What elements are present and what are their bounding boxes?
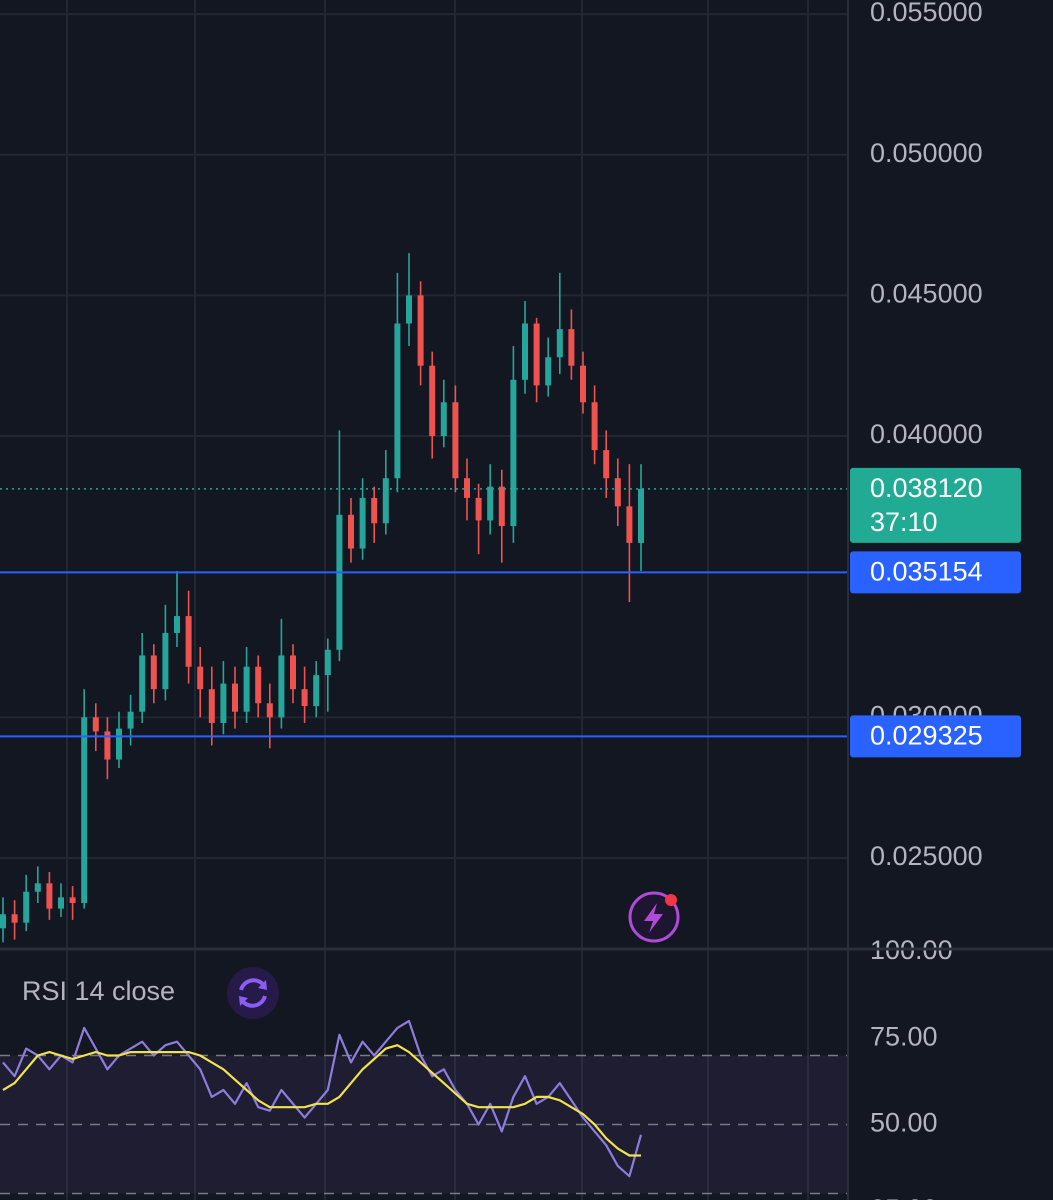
candle-body xyxy=(498,486,505,527)
price-label-box xyxy=(850,551,1021,594)
candle-body xyxy=(174,616,180,633)
icon-bolt xyxy=(644,903,663,933)
candle-body xyxy=(429,365,436,437)
y-tick-label: 75.00 xyxy=(870,1021,938,1051)
x-grid xyxy=(66,0,809,1200)
icon-dot xyxy=(665,894,677,906)
candle-body xyxy=(139,655,146,712)
y-tick-label: 0.040000 xyxy=(870,419,983,449)
y-tick-label: 0.050000 xyxy=(870,138,983,168)
candle-body xyxy=(556,329,563,358)
candle-body xyxy=(591,402,598,451)
price-label-box xyxy=(850,715,1021,758)
candle-body xyxy=(278,655,285,718)
candle-body xyxy=(394,323,401,479)
candle-body xyxy=(243,666,250,712)
candle-body xyxy=(104,731,111,760)
candle-body xyxy=(406,295,412,324)
candle-body xyxy=(545,357,552,386)
candle-body xyxy=(359,497,366,549)
candle-body xyxy=(464,478,470,498)
candle-body xyxy=(69,897,76,903)
icon-circle xyxy=(227,967,279,1019)
candle-body xyxy=(638,488,644,543)
candle-body xyxy=(208,689,215,723)
candle-body xyxy=(92,717,99,732)
candle-body xyxy=(162,632,169,690)
candle-body xyxy=(603,450,610,479)
y-tick-label: 0.055000 xyxy=(870,0,983,27)
candle-body xyxy=(382,478,389,524)
y-tick-label: 25.00 xyxy=(870,1194,938,1200)
price-label: 0.035154 xyxy=(870,556,983,586)
candle-body xyxy=(452,402,459,479)
candle-body xyxy=(197,666,204,690)
last-price-label: 0.038120 xyxy=(870,473,983,503)
candle-body xyxy=(371,497,378,524)
rsi-line xyxy=(2,1044,641,1157)
candle-body xyxy=(301,689,308,707)
candle-body xyxy=(266,703,273,718)
candle-body xyxy=(290,655,296,690)
candle-body xyxy=(324,649,331,676)
candle-body xyxy=(46,883,53,909)
candle-body xyxy=(522,323,528,380)
indicator-title: RSI 14 close xyxy=(22,976,175,1006)
candle-body xyxy=(0,914,6,929)
y-tick-label: 50.00 xyxy=(870,1108,938,1138)
candle-body xyxy=(23,891,30,923)
candle-body xyxy=(255,666,262,704)
y-tick-label: 0.045000 xyxy=(870,278,983,308)
candle-body xyxy=(510,379,517,527)
candle-body xyxy=(348,514,354,549)
candle-body xyxy=(475,497,482,521)
candle-body xyxy=(626,506,633,543)
icon-heads xyxy=(239,980,267,1006)
last-price-box xyxy=(850,467,1021,543)
candle-body xyxy=(533,323,540,386)
candle-body xyxy=(336,514,343,650)
refresh-icon[interactable] xyxy=(227,967,279,1019)
candle-body xyxy=(220,683,227,723)
y-tick-label: 0.025000 xyxy=(870,841,983,871)
candle-body xyxy=(568,329,575,366)
candle-body xyxy=(313,675,320,707)
candle-body xyxy=(150,655,157,690)
candle-body xyxy=(116,728,122,760)
candle-body xyxy=(232,683,238,712)
candle-body xyxy=(580,365,586,403)
layers: 0.0250000.0300000.0400000.0450000.050000… xyxy=(0,0,1021,1200)
candle-body xyxy=(614,478,621,507)
countdown-label: 37:10 xyxy=(870,507,938,537)
candle-body xyxy=(58,897,64,909)
candle-body xyxy=(185,616,192,667)
candle-body xyxy=(417,295,424,366)
price-label: 0.029325 xyxy=(870,720,983,750)
candle-body xyxy=(11,914,18,923)
candle-body xyxy=(127,711,134,729)
candle-body xyxy=(440,402,447,437)
candle-body xyxy=(487,486,494,521)
alert-icon[interactable] xyxy=(628,891,680,943)
candle-body xyxy=(81,717,88,903)
candle-body xyxy=(34,883,41,892)
